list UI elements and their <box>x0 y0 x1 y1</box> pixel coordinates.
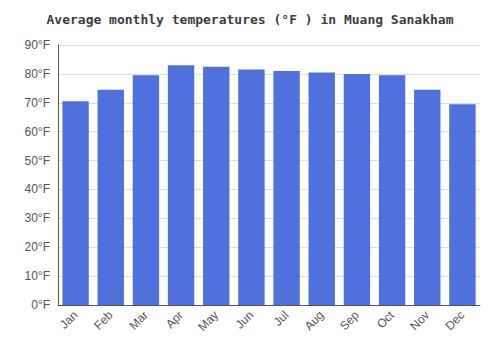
svg-text:0°F: 0°F <box>31 298 50 312</box>
svg-text:90°F: 90°F <box>25 38 50 52</box>
svg-text:40°F: 40°F <box>25 182 50 196</box>
svg-text:May: May <box>195 308 221 334</box>
svg-text:Mar: Mar <box>126 308 151 332</box>
svg-text:10°F: 10°F <box>25 269 50 283</box>
svg-text:Jul: Jul <box>271 308 292 329</box>
svg-text:Average monthly temperatures (: Average monthly temperatures (°F ) in Mu… <box>47 12 454 27</box>
svg-text:Sep: Sep <box>337 308 362 333</box>
svg-text:Jun: Jun <box>233 308 257 332</box>
svg-text:60°F: 60°F <box>25 125 50 139</box>
svg-text:Jan: Jan <box>57 308 81 332</box>
svg-text:Dec: Dec <box>442 308 467 333</box>
svg-text:Nov: Nov <box>407 308 432 333</box>
svg-text:Apr: Apr <box>163 308 186 331</box>
svg-text:20°F: 20°F <box>25 240 50 254</box>
svg-text:Oct: Oct <box>374 308 398 332</box>
svg-text:Feb: Feb <box>91 308 116 333</box>
svg-text:50°F: 50°F <box>25 154 50 168</box>
svg-text:80°F: 80°F <box>25 67 50 81</box>
svg-text:Aug: Aug <box>302 308 327 333</box>
svg-text:70°F: 70°F <box>25 96 50 110</box>
svg-text:30°F: 30°F <box>25 211 50 225</box>
